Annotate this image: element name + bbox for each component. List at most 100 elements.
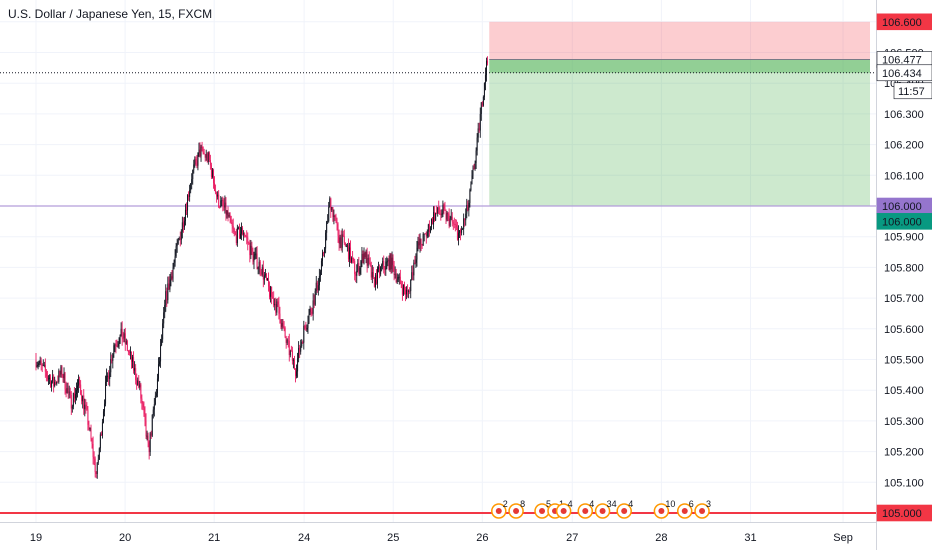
- candle-body: [455, 224, 457, 228]
- candle-body: [151, 414, 153, 436]
- candle-body: [174, 256, 176, 263]
- candle-body: [98, 448, 100, 460]
- position-tool[interactable]: [489, 21, 870, 206]
- candle-body: [382, 261, 384, 265]
- price-tag: 106.600: [876, 13, 932, 31]
- event-marker[interactable]: 4: [577, 499, 594, 519]
- event-markers[interactable]: 2851443441063: [491, 499, 711, 519]
- x-tick-label: 28: [655, 532, 667, 544]
- take-profit-zone[interactable]: [489, 59, 870, 206]
- candle-body: [72, 392, 74, 407]
- candle-body: [380, 266, 382, 275]
- candle-body: [307, 322, 309, 328]
- candle-body: [125, 341, 127, 344]
- candle-body: [208, 152, 210, 161]
- candle-body: [216, 192, 218, 197]
- candle-body: [399, 276, 401, 284]
- candle-body: [65, 389, 67, 393]
- candle-body: [133, 357, 135, 371]
- candle-body: [116, 346, 118, 348]
- candle-body: [355, 274, 357, 276]
- candle-body: [371, 272, 373, 278]
- candle-body: [92, 443, 94, 457]
- candle-body: [226, 210, 228, 215]
- candle-body: [400, 283, 402, 288]
- candle-body: [149, 433, 151, 453]
- candle-body: [250, 245, 252, 256]
- candle-body: [105, 381, 107, 404]
- candle-body: [280, 323, 282, 328]
- candle-body: [164, 305, 166, 313]
- stop-loss-zone[interactable]: [489, 21, 870, 60]
- candle-body: [316, 282, 318, 291]
- grid: [0, 0, 876, 522]
- candle-body: [410, 279, 412, 292]
- event-count: 5: [546, 499, 551, 509]
- candle-body: [319, 271, 321, 277]
- candle-body: [456, 227, 458, 240]
- entry-band: [489, 59, 870, 73]
- event-marker[interactable]: 10: [653, 499, 675, 519]
- candle-body: [383, 261, 385, 269]
- candle-body: [93, 456, 95, 459]
- candle-body: [211, 170, 213, 177]
- candle-body: [272, 296, 274, 298]
- candle-body: [275, 303, 277, 313]
- candle-body: [360, 261, 362, 268]
- candle-body: [309, 309, 311, 315]
- candle-body: [94, 458, 96, 472]
- candle-body: [146, 435, 148, 437]
- candle-body: [348, 247, 350, 260]
- candle-body: [393, 265, 395, 276]
- candle-body: [318, 276, 320, 286]
- event-marker[interactable]: 6: [677, 499, 694, 519]
- event-marker[interactable]: 34: [594, 499, 617, 519]
- candle-body: [205, 153, 207, 158]
- candle-body: [467, 205, 469, 211]
- candle-body: [440, 213, 442, 215]
- candle-body: [155, 393, 157, 396]
- price-tag-bg: [876, 13, 932, 31]
- candle-body: [439, 213, 441, 215]
- candle-body: [266, 278, 268, 281]
- candle-body: [60, 366, 62, 375]
- candle-body: [144, 413, 146, 421]
- candle-body: [200, 146, 202, 157]
- candle-body: [120, 328, 122, 336]
- event-marker[interactable]: 3: [694, 499, 711, 519]
- candle-body: [180, 231, 182, 240]
- event-marker[interactable]: 2: [491, 499, 508, 519]
- x-tick-label: 19: [30, 532, 42, 544]
- event-marker[interactable]: 4: [616, 499, 633, 519]
- countdown-bg: [893, 82, 932, 100]
- candle-body: [406, 289, 408, 295]
- event-marker[interactable]: 8: [508, 499, 525, 519]
- candle-body: [428, 224, 430, 233]
- candle-body: [408, 290, 410, 292]
- y-tick-label: 105.200: [884, 447, 924, 459]
- candle-body: [140, 384, 142, 399]
- candle-body: [332, 207, 334, 217]
- candle-body: [418, 241, 420, 246]
- candle-body: [329, 198, 331, 208]
- horizontal-lines[interactable]: [0, 72, 876, 514]
- candle-body: [115, 344, 117, 347]
- candle-body: [386, 261, 388, 263]
- candle-body: [202, 146, 204, 153]
- candle-body: [85, 404, 87, 407]
- candle-body: [145, 420, 147, 436]
- event-dot-icon: [658, 508, 665, 514]
- candle-body: [163, 312, 165, 324]
- candle-body: [106, 375, 108, 382]
- candle-body: [305, 327, 307, 330]
- candle-body: [124, 333, 126, 344]
- candle-body: [466, 205, 468, 214]
- candle-body: [311, 312, 313, 314]
- candle-body: [109, 372, 111, 379]
- event-marker[interactable]: 4: [555, 499, 573, 519]
- y-tick-label: 106.300: [884, 109, 924, 121]
- candle-body: [196, 160, 198, 166]
- candle-body: [165, 291, 167, 306]
